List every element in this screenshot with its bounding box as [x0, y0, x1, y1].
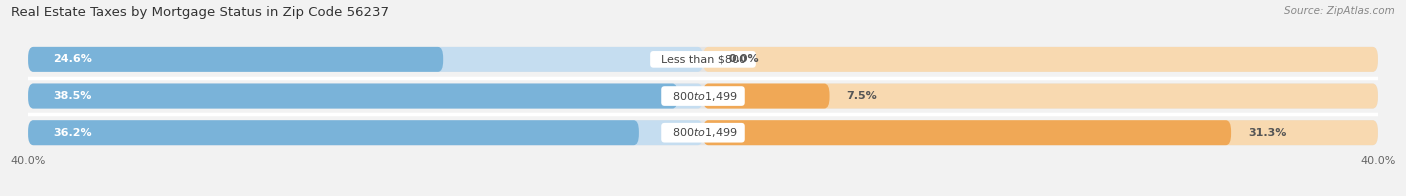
FancyBboxPatch shape	[28, 47, 443, 72]
FancyBboxPatch shape	[28, 120, 703, 145]
FancyBboxPatch shape	[703, 83, 830, 109]
FancyBboxPatch shape	[28, 120, 638, 145]
FancyBboxPatch shape	[28, 83, 678, 109]
Text: 38.5%: 38.5%	[53, 91, 91, 101]
Text: 36.2%: 36.2%	[53, 128, 91, 138]
Text: $800 to $1,499: $800 to $1,499	[665, 126, 741, 139]
FancyBboxPatch shape	[28, 83, 703, 109]
FancyBboxPatch shape	[703, 83, 1378, 109]
FancyBboxPatch shape	[28, 47, 703, 72]
Text: Less than $800: Less than $800	[654, 54, 752, 64]
Text: 31.3%: 31.3%	[1249, 128, 1286, 138]
FancyBboxPatch shape	[703, 47, 1378, 72]
Text: 24.6%: 24.6%	[53, 54, 93, 64]
Text: 0.0%: 0.0%	[728, 54, 759, 64]
FancyBboxPatch shape	[28, 83, 1378, 109]
Text: Source: ZipAtlas.com: Source: ZipAtlas.com	[1284, 6, 1395, 16]
FancyBboxPatch shape	[28, 120, 1378, 145]
Text: 7.5%: 7.5%	[846, 91, 877, 101]
Text: $800 to $1,499: $800 to $1,499	[665, 90, 741, 103]
Text: Real Estate Taxes by Mortgage Status in Zip Code 56237: Real Estate Taxes by Mortgage Status in …	[11, 6, 389, 19]
FancyBboxPatch shape	[703, 120, 1378, 145]
FancyBboxPatch shape	[28, 47, 1378, 72]
FancyBboxPatch shape	[703, 120, 1232, 145]
